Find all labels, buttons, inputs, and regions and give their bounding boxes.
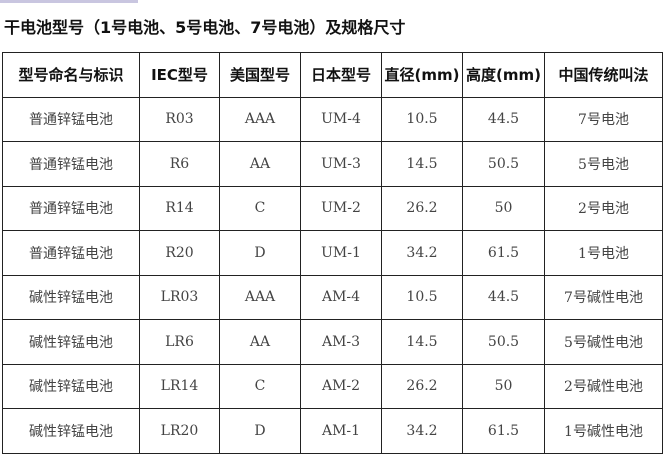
table-cell: LR6 xyxy=(139,319,220,365)
page-title: 干电池型号（1号电池、5号电池、7号电池）及规格尺寸 xyxy=(4,18,406,37)
table-cell: LR03 xyxy=(139,274,220,320)
column-header: 中国传统叫法 xyxy=(544,52,663,98)
column-header: 日本型号 xyxy=(300,52,382,98)
table-cell: 61.5 xyxy=(462,408,545,454)
battery-spec-table: 型号命名与标识 IEC型号 美国型号 日本型号 直径(mm) 高度(mm) 中国传统叫法 普… xyxy=(2,52,663,454)
table-cell: UM-4 xyxy=(300,96,382,142)
column-header: 型号命名与标识 xyxy=(2,52,140,98)
table-cell: AM-3 xyxy=(300,319,382,365)
table-cell: R03 xyxy=(139,96,220,142)
table-cell: 普通锌锰电池 xyxy=(2,230,140,276)
table-cell: 2号电池 xyxy=(544,185,663,231)
table-cell: 碱性锌锰电池 xyxy=(2,408,140,454)
table-cell: 7号碱性电池 xyxy=(544,274,663,320)
table-cell: D xyxy=(219,230,301,276)
table-cell: AA xyxy=(219,141,301,187)
table-cell: 14.5 xyxy=(381,319,463,365)
table-cell: 26.2 xyxy=(381,363,463,409)
table-row: 普通锌锰电池 R20 D UM-1 34.2 61.5 1号电池 xyxy=(2,230,663,276)
table-cell: UM-2 xyxy=(300,185,382,231)
table-cell: UM-1 xyxy=(300,230,382,276)
table-cell: 碱性锌锰电池 xyxy=(2,274,140,320)
table-cell: 5号碱性电池 xyxy=(544,319,663,365)
table-cell: 1号电池 xyxy=(544,230,663,276)
column-header: 直径(mm) xyxy=(381,52,463,98)
column-header: 美国型号 xyxy=(219,52,301,98)
table-cell: 34.2 xyxy=(381,230,463,276)
table-cell: C xyxy=(219,185,301,231)
table-row: 普通锌锰电池 R6 AA UM-3 14.5 50.5 5号电池 xyxy=(2,141,663,187)
table-cell: 碱性锌锰电池 xyxy=(2,319,140,365)
table-cell: AA xyxy=(219,319,301,365)
table-cell: AAA xyxy=(219,96,301,142)
table-cell: D xyxy=(219,408,301,454)
table-cell: 2号碱性电池 xyxy=(544,363,663,409)
table-cell: R6 xyxy=(139,141,220,187)
table-cell: 10.5 xyxy=(381,274,463,320)
table-cell: R14 xyxy=(139,185,220,231)
table-row: 普通锌锰电池 R03 AAA UM-4 10.5 44.5 7号电池 xyxy=(2,96,663,142)
table-cell: 碱性锌锰电池 xyxy=(2,363,140,409)
table-cell: 7号电池 xyxy=(544,96,663,142)
table-cell: 50.5 xyxy=(462,319,545,365)
table-row: 碱性锌锰电池 LR20 D AM-1 34.2 61.5 1号碱性电池 xyxy=(2,408,663,454)
table-cell: 10.5 xyxy=(381,96,463,142)
table-cell: 普通锌锰电池 xyxy=(2,185,140,231)
table-cell: 50 xyxy=(462,363,545,409)
table-cell: AAA xyxy=(219,274,301,320)
table-cell: C xyxy=(219,363,301,409)
table-cell: AM-1 xyxy=(300,408,382,454)
table-cell: 1号碱性电池 xyxy=(544,408,663,454)
table-cell: 44.5 xyxy=(462,96,545,142)
table-cell: 普通锌锰电池 xyxy=(2,96,140,142)
table-cell: LR14 xyxy=(139,363,220,409)
table-cell: 5号电池 xyxy=(544,141,663,187)
column-header: 高度(mm) xyxy=(462,52,545,98)
table-cell: 34.2 xyxy=(381,408,463,454)
table-cell: 14.5 xyxy=(381,141,463,187)
top-decoration xyxy=(0,0,138,3)
table-row: 碱性锌锰电池 LR03 AAA AM-4 10.5 44.5 7号碱性电池 xyxy=(2,274,663,320)
table-row: 普通锌锰电池 R14 C UM-2 26.2 50 2号电池 xyxy=(2,185,663,231)
table-cell: UM-3 xyxy=(300,141,382,187)
table-cell: R20 xyxy=(139,230,220,276)
table-cell: 26.2 xyxy=(381,185,463,231)
table-cell: AM-4 xyxy=(300,274,382,320)
table-row: 碱性锌锰电池 LR6 AA AM-3 14.5 50.5 5号碱性电池 xyxy=(2,319,663,365)
table-cell: 50.5 xyxy=(462,141,545,187)
table-cell: LR20 xyxy=(139,408,220,454)
table-cell: 50 xyxy=(462,185,545,231)
table-cell: 普通锌锰电池 xyxy=(2,141,140,187)
column-header: IEC型号 xyxy=(139,52,220,98)
header-row: 型号命名与标识 IEC型号 美国型号 日本型号 直径(mm) 高度(mm) 中国传统叫法 xyxy=(2,52,663,98)
table-cell: AM-2 xyxy=(300,363,382,409)
table-row: 碱性锌锰电池 LR14 C AM-2 26.2 50 2号碱性电池 xyxy=(2,363,663,409)
table-cell: 44.5 xyxy=(462,274,545,320)
table-cell: 61.5 xyxy=(462,230,545,276)
